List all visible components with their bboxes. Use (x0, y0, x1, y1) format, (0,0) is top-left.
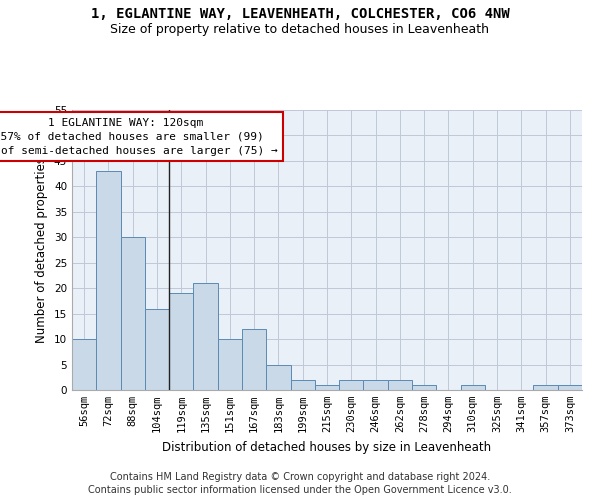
Bar (388, 380, 412, 390)
Bar (169, 294, 193, 390)
X-axis label: Distribution of detached houses by size in Leavenheath: Distribution of detached houses by size … (163, 440, 491, 454)
Bar (193, 283, 218, 390)
Bar (364, 380, 388, 390)
Bar (72, 339, 96, 390)
Bar (96, 171, 121, 390)
Bar (290, 380, 315, 390)
Text: Size of property relative to detached houses in Leavenheath: Size of property relative to detached ho… (110, 22, 490, 36)
Bar (145, 308, 169, 390)
Bar (121, 238, 145, 390)
Bar (339, 380, 364, 390)
Bar (461, 385, 485, 390)
Bar (558, 385, 582, 390)
Bar (218, 339, 242, 390)
Bar (266, 364, 290, 390)
Text: 1, EGLANTINE WAY, LEAVENHEATH, COLCHESTER, CO6 4NW: 1, EGLANTINE WAY, LEAVENHEATH, COLCHESTE… (91, 8, 509, 22)
Bar (315, 385, 339, 390)
Bar (412, 385, 436, 390)
Bar (533, 385, 558, 390)
Text: Contains HM Land Registry data © Crown copyright and database right 2024.
Contai: Contains HM Land Registry data © Crown c… (88, 472, 512, 495)
Text: 1 EGLANTINE WAY: 120sqm
← 57% of detached houses are smaller (99)
43% of semi-de: 1 EGLANTINE WAY: 120sqm ← 57% of detache… (0, 118, 277, 156)
Y-axis label: Number of detached properties: Number of detached properties (35, 157, 49, 343)
Bar (242, 329, 266, 390)
